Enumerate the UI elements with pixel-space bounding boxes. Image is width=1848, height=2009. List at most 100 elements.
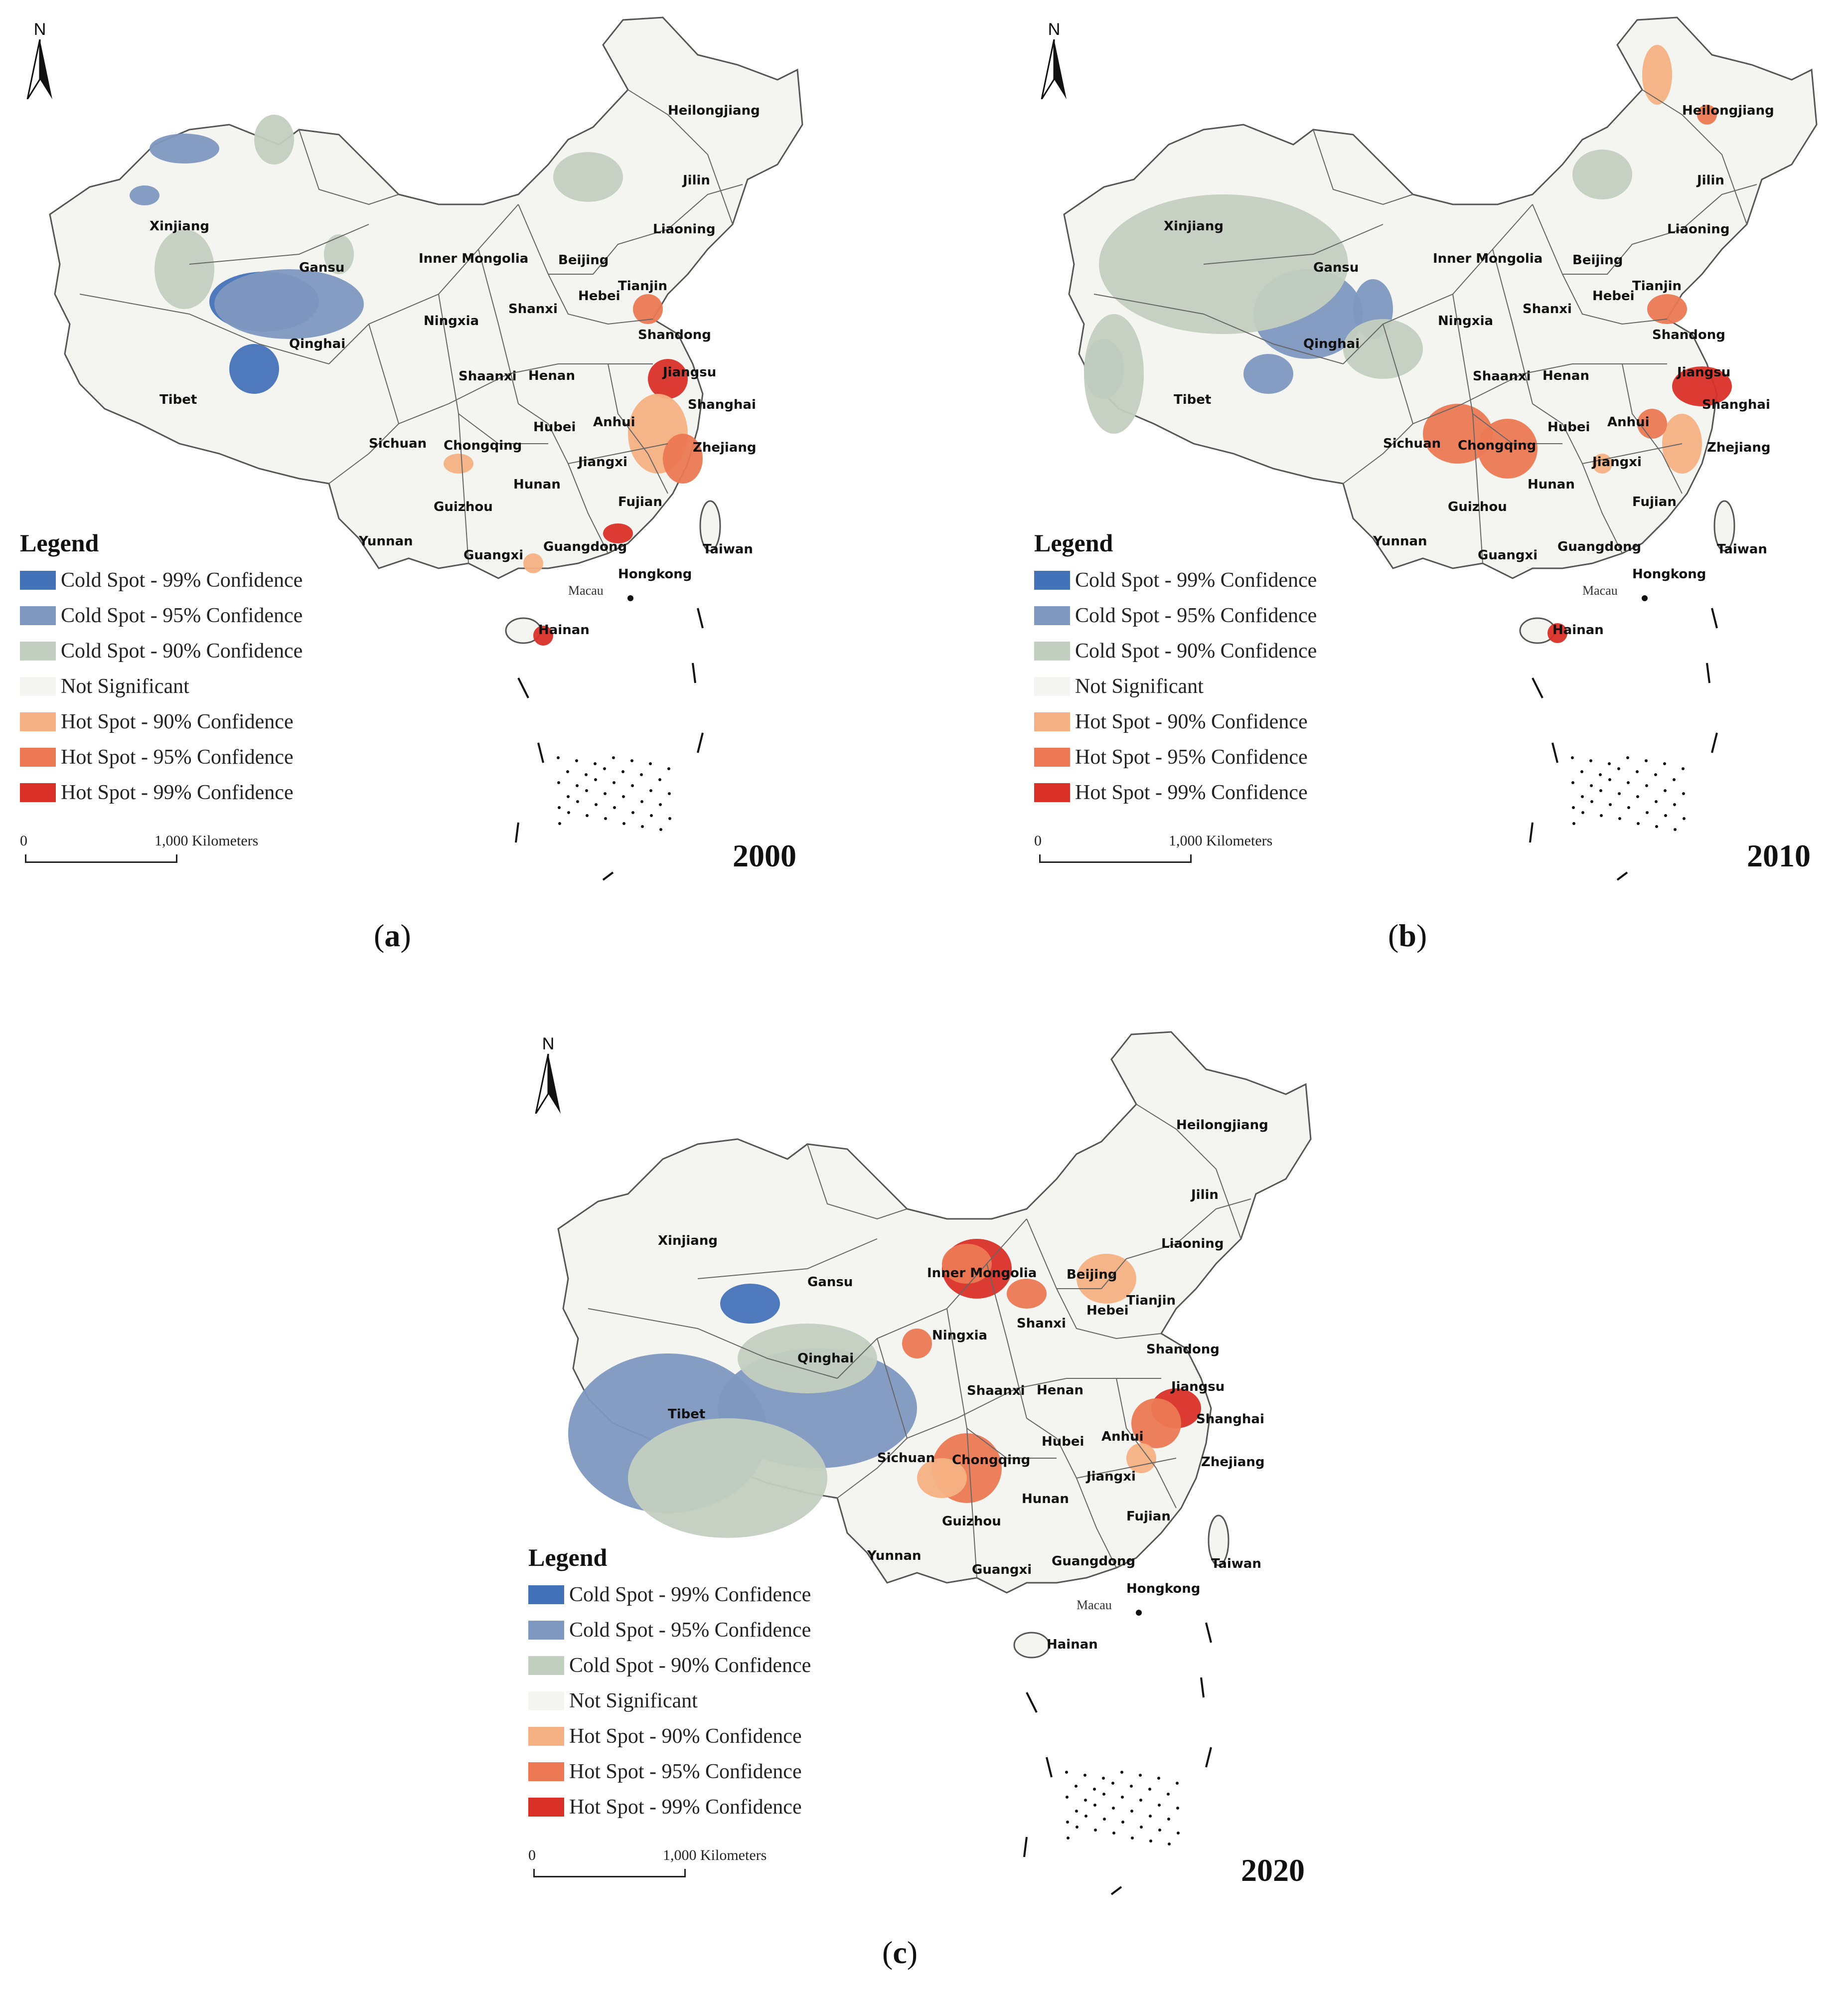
place-label: Guangxi [972, 1562, 1032, 1577]
legend-swatch [528, 1656, 564, 1675]
place-label: Inner Mongolia [419, 251, 528, 266]
islet [1076, 1826, 1078, 1829]
place-label: Shaanxi [1473, 369, 1531, 384]
islet [668, 817, 671, 820]
province-border [1562, 229, 1683, 275]
legend-item: Hot Spot - 95% Confidence [1034, 739, 1317, 775]
spot-region [1007, 1279, 1047, 1309]
islet [1139, 1799, 1142, 1802]
nine-dash-line-segment [1529, 822, 1534, 843]
islet [1608, 762, 1611, 765]
place-label: Qinghai [1303, 336, 1360, 351]
place-label: Shaanxi [967, 1383, 1025, 1398]
islet [1645, 759, 1648, 762]
islet [1075, 1785, 1078, 1788]
legend-item: Hot Spot - 90% Confidence [528, 1718, 811, 1754]
legend-label: Not Significant [61, 674, 189, 698]
place-label: Gansu [807, 1275, 853, 1290]
islet [1600, 814, 1603, 817]
islet [586, 814, 589, 817]
china-map: Heilongjiang Jilin Liaoning Xinjiang Gansu In… [557, 1031, 1312, 1895]
place-label: Xinjiang [150, 219, 209, 234]
place-label: Ningxia [932, 1328, 987, 1343]
place-label: Shanxi [1017, 1316, 1066, 1331]
place-label: Ningxia [424, 314, 479, 329]
place-label: Tianjin [1632, 279, 1682, 294]
islet [649, 789, 652, 792]
spot-region [1077, 1254, 1136, 1304]
place-label: Sichuan [369, 436, 427, 451]
legend-label: Cold Spot - 99% Confidence [1075, 568, 1317, 592]
caption-letter: b [1398, 918, 1416, 953]
legend-label: Cold Spot - 99% Confidence [61, 568, 303, 592]
islet [1572, 806, 1575, 809]
place-label: Xinjiang [1164, 219, 1224, 234]
islet [1637, 822, 1640, 825]
province-border [1076, 1458, 1177, 1479]
legend-item: Cold Spot - 99% Confidence [528, 1577, 811, 1612]
place-label: Jilin [682, 173, 710, 188]
islet [1075, 1810, 1078, 1813]
place-label: Guizhou [434, 500, 493, 514]
legend-item: Cold Spot - 90% Confidence [528, 1648, 811, 1683]
place-label: Beijing [1067, 1267, 1117, 1282]
place-label: Henan [1542, 368, 1589, 383]
islet [621, 770, 624, 773]
islet [594, 778, 597, 781]
legend-label: Hot Spot - 90% Confidence [61, 710, 294, 733]
place-label: Anhui [1607, 415, 1650, 430]
scale-bar-line [25, 854, 177, 863]
north-label: N [542, 1034, 555, 1053]
province-border [1026, 1218, 1162, 1339]
legend-swatch [528, 1585, 564, 1604]
islet [1140, 1826, 1143, 1829]
legend-label: Hot Spot - 99% Confidence [1075, 781, 1308, 804]
panel-caption: (a) [374, 918, 411, 953]
province-border [1472, 413, 1562, 444]
year-label: 2020 [1241, 1852, 1305, 1888]
legend-item: Not Significant [1034, 669, 1317, 704]
panel-caption: (c) [882, 1935, 918, 1970]
nine-dash-line-segment [1205, 1747, 1212, 1768]
legend-swatch [20, 712, 56, 731]
map-panel-2000: Heilongjiang Jilin Liaoning Xinjiang Gansu In… [20, 15, 817, 912]
islet [1158, 1829, 1161, 1832]
islet [585, 773, 588, 776]
scale-distance: 1,000 Kilometers [154, 833, 259, 849]
place-label: Shandong [638, 328, 711, 342]
islet [1654, 773, 1657, 776]
nine-dash-line-segment [515, 822, 519, 843]
islet [1065, 1771, 1068, 1774]
legend-label: Hot Spot - 95% Confidence [61, 745, 294, 769]
place-label: Inner Mongolia [927, 1266, 1037, 1281]
place-label: Hongkong [1632, 567, 1706, 582]
place-label: Taiwan [703, 542, 753, 557]
islet [1066, 1821, 1069, 1824]
legend-label: Hot Spot - 90% Confidence [1075, 710, 1308, 733]
taiwan-island [1713, 500, 1735, 552]
spot-region [130, 185, 159, 205]
legend-swatch [20, 747, 56, 767]
nine-dash-line-segment [1551, 742, 1558, 763]
province-border [1532, 204, 1668, 325]
legend-title: Legend [528, 1543, 608, 1571]
islet [1176, 1782, 1179, 1785]
islet [1066, 1796, 1069, 1799]
islet [668, 792, 671, 795]
place-label: Hubei [533, 420, 576, 435]
place-label: Fujian [618, 495, 662, 509]
islet [1627, 806, 1630, 809]
legend-label: Hot Spot - 95% Confidence [1075, 745, 1308, 769]
place-label: Shaanxi [459, 369, 517, 384]
islet [622, 822, 625, 825]
legend-swatch [1034, 606, 1070, 625]
nine-dash-line-segment [1023, 1837, 1028, 1857]
scale-distance: 1,000 Kilometers [663, 1847, 767, 1863]
place-label: Shanxi [1523, 302, 1572, 317]
place-label: Ningxia [1438, 314, 1493, 329]
macau-dot [1642, 595, 1648, 601]
legend-swatch [528, 1726, 564, 1746]
province-border [877, 1338, 908, 1439]
place-label: Liaoning [1161, 1236, 1224, 1251]
china-map: Heilongjiang Jilin Liaoning Xinjiang Gansu In… [1063, 16, 1818, 881]
